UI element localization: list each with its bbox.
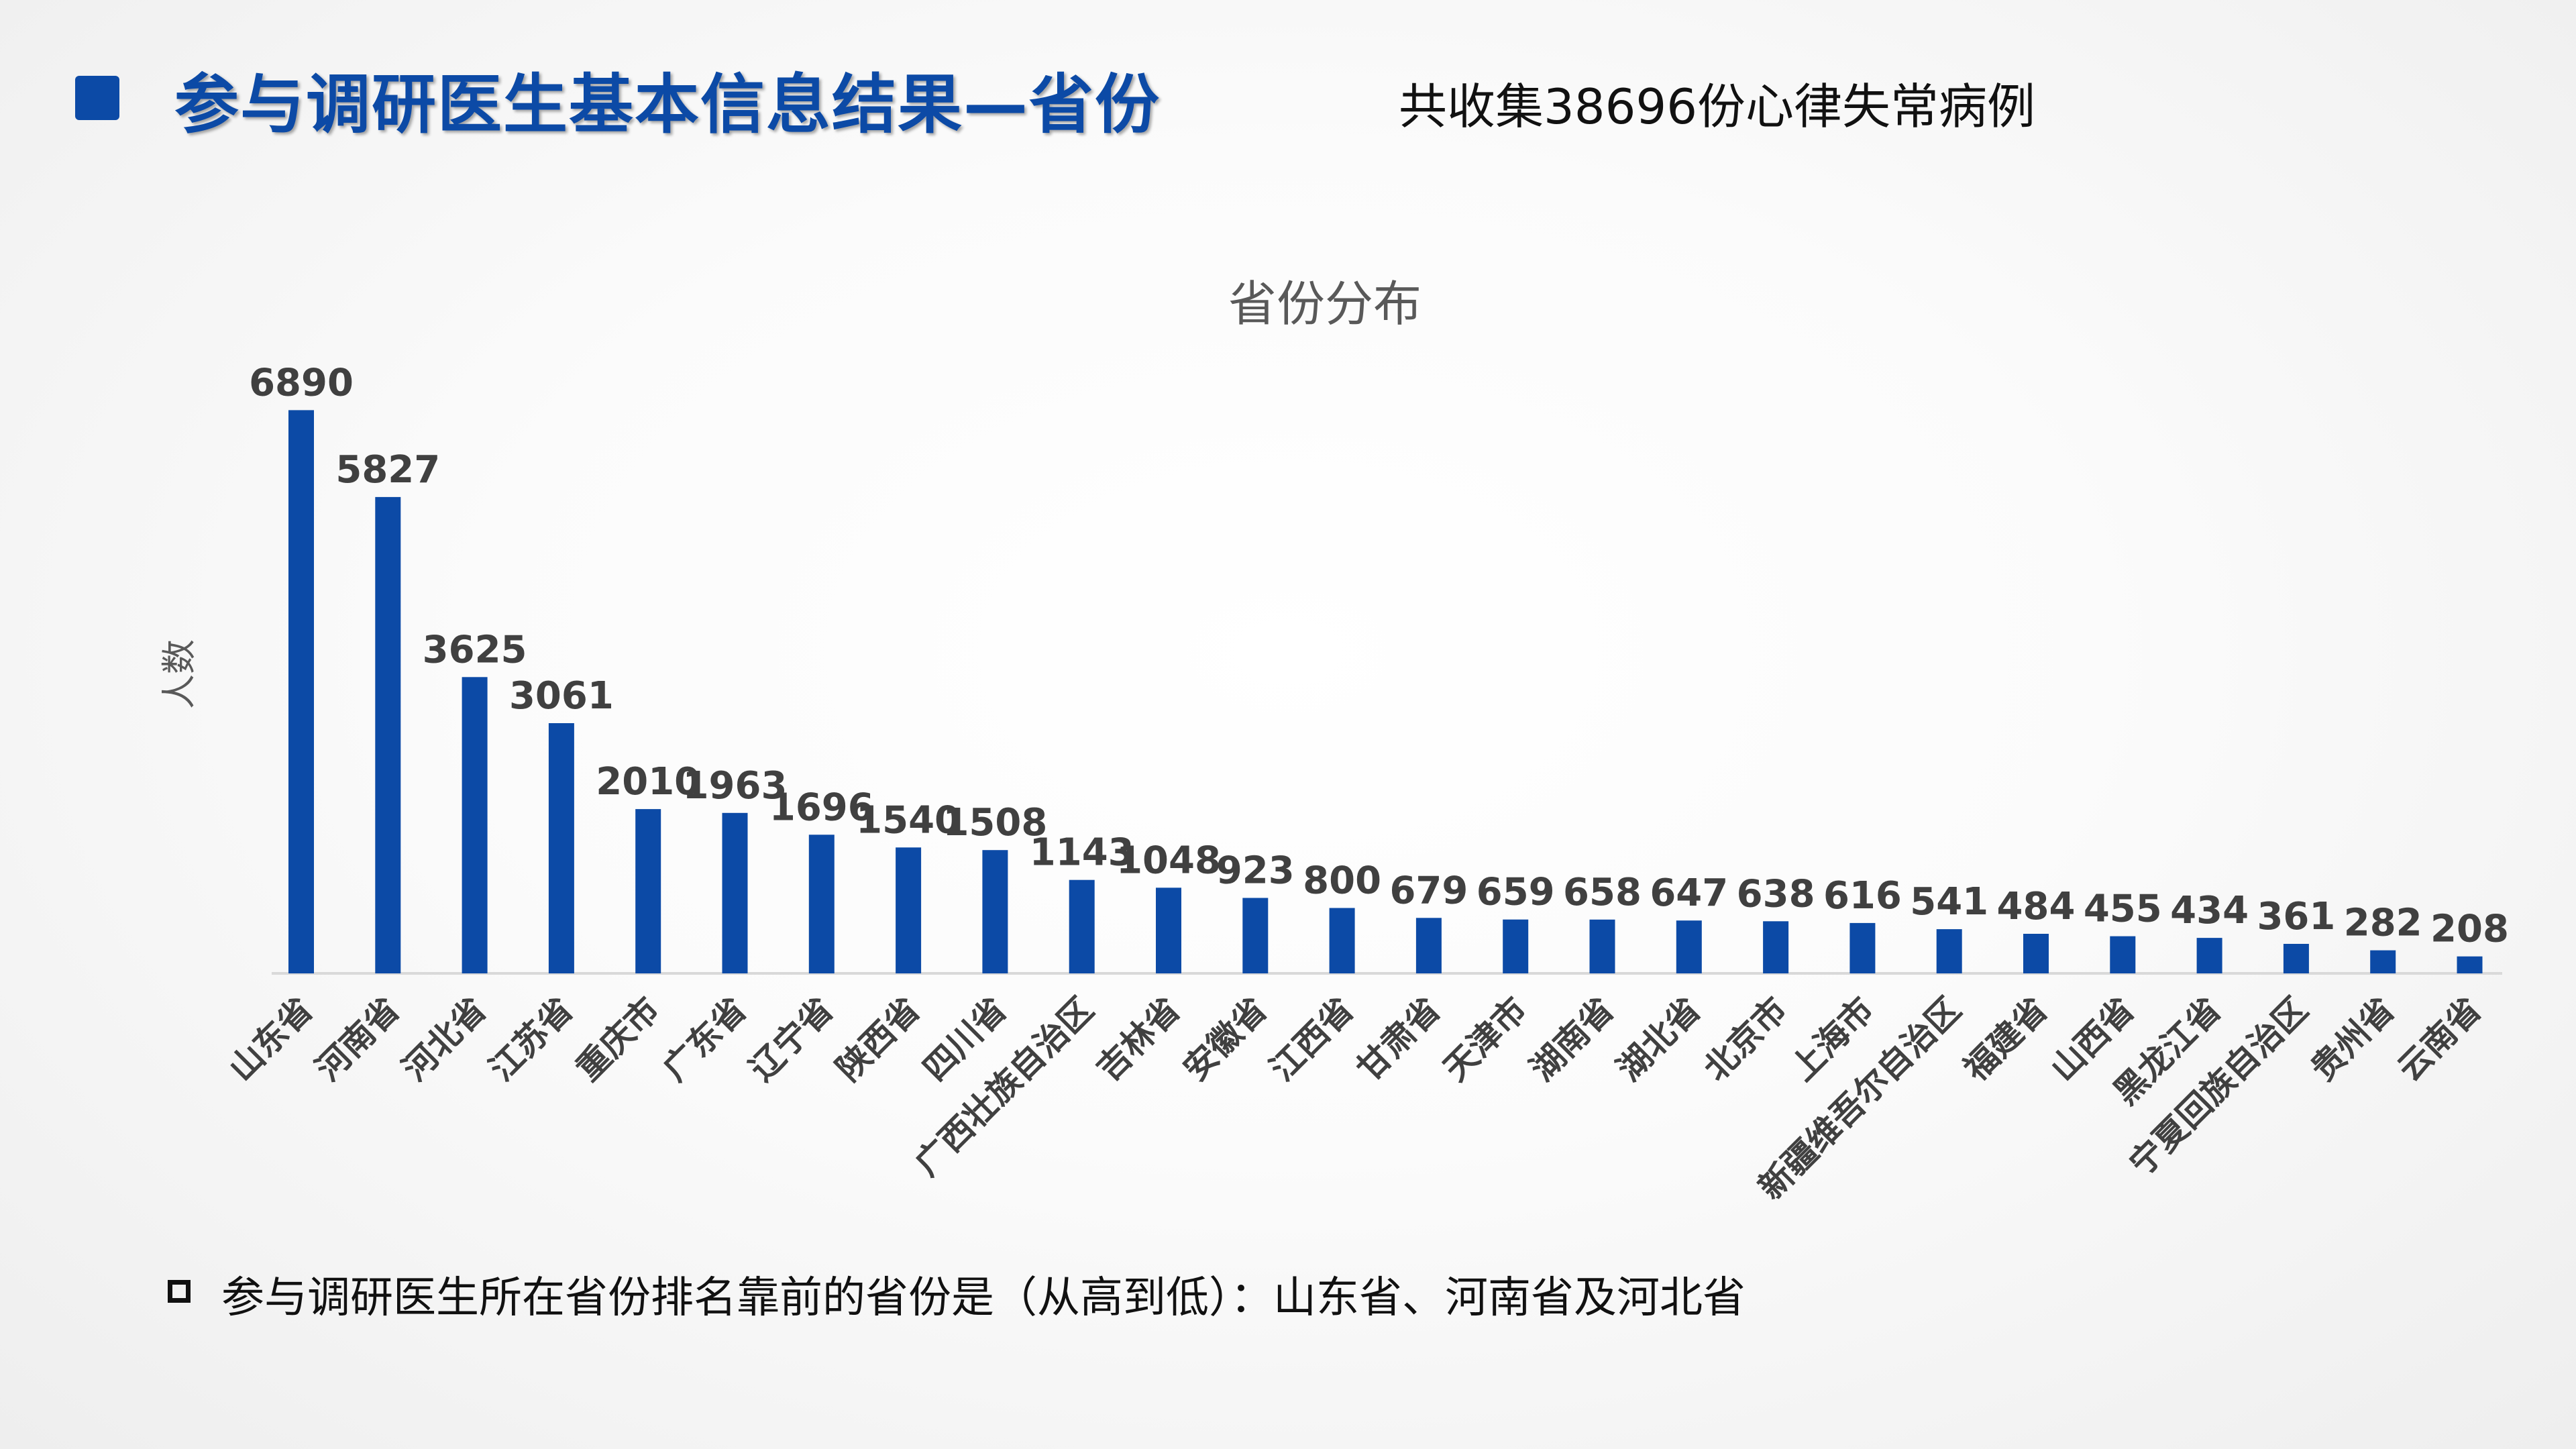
bar-value-label: 658 [1563,871,1642,914]
bar-value-label: 616 [1823,874,1902,918]
bar-value-label: 679 [1389,869,1468,912]
bar-6 [722,812,748,973]
bar-13 [1329,908,1355,973]
bar-17 [1676,920,1702,973]
bar-24 [2283,944,2309,973]
y-axis-label: 人数 [160,639,200,709]
x-tick-label: 天津市 [1436,989,1535,1088]
bar-4 [548,723,574,973]
x-tick-label: 贵州省 [2304,989,2402,1088]
bar-value-label: 541 [1910,880,1988,924]
bar-value-label: 1143 [1030,831,1134,875]
x-tick-label: 北京市 [1697,989,1795,1088]
page-title: 参与调研医生基本信息结果—省份 [174,67,1161,142]
x-tick-label: 江苏省 [482,989,580,1088]
bar-value-label: 638 [1737,872,1815,916]
bar-18 [1763,921,1789,973]
footer-bullet-square [168,1280,191,1303]
bar-3 [462,677,488,973]
bar-16 [1589,919,1615,973]
bar-26 [2457,956,2483,973]
x-tick-label: 陕西省 [829,989,928,1088]
bar-10 [1069,879,1095,973]
bar-value-label: 434 [2170,889,2249,932]
bar-value-label: 6890 [249,361,354,405]
x-tick-label: 甘肃省 [1349,989,1448,1088]
bar-12 [1242,898,1269,973]
bar-value-label: 1508 [943,801,1047,845]
bar-value-label: 923 [1216,849,1295,893]
case-count-subtitle: 共收集38696份心律失常病例 [1399,78,2036,135]
x-tick-label: 湖南省 [1523,989,1621,1088]
bar-value-label: 282 [2344,902,2422,945]
bar-8 [896,847,922,973]
bar-25 [2370,950,2396,973]
bar-value-label: 659 [1477,871,1555,914]
x-tick-label: 江西省 [1263,989,1361,1088]
bar-23 [2196,938,2222,973]
bar-2 [375,496,401,973]
bar-7 [808,835,835,973]
bar-value-label: 3061 [509,674,614,718]
bar-22 [2110,936,2136,973]
bar-value-label: 484 [1997,885,2076,928]
x-tick-label: 广东省 [655,989,754,1088]
x-tick-label: 福建省 [1956,989,2055,1089]
bar-14 [1415,918,1442,973]
x-tick-label: 吉林省 [1089,989,1187,1088]
bar-value-label: 1696 [769,786,874,829]
bar-value-label: 3625 [423,628,527,672]
x-tick-label: 辽宁省 [742,989,841,1088]
bar-value-label: 2010 [596,760,700,804]
bar-15 [1503,919,1529,973]
bar-value-label: 455 [2084,888,2162,931]
bar-11 [1156,888,1181,973]
bar-value-label: 5827 [335,448,440,492]
bar-value-label: 800 [1303,859,1381,903]
x-tick-label: 湖北省 [1609,989,1708,1088]
bar-value-label: 208 [2430,908,2509,951]
x-tick-label: 山东省 [221,989,320,1088]
bar-value-label: 647 [1650,871,1728,915]
x-tick-label: 云南省 [2390,989,2489,1088]
bar-value-label: 361 [2257,895,2335,938]
chart-title: 省份分布 [1228,276,1421,332]
x-tick-label: 河北省 [395,989,494,1088]
bar-value-label: 1540 [856,798,961,842]
x-tick-label: 安徽省 [1176,989,1275,1088]
x-tick-label: 重庆市 [569,989,667,1088]
bar-9 [982,850,1008,973]
bar-20 [1936,929,1962,973]
x-tick-label: 河南省 [309,989,407,1088]
bar-5 [635,809,661,973]
footer-note: 参与调研医生所在省份排名靠前的省份是（从高到低）：山东省、河南省及河北省 [221,1273,1746,1323]
title-bullet-square [75,76,119,120]
bar-19 [1849,922,1876,973]
bar-value-label: 1048 [1116,839,1221,882]
bar-value-label: 1963 [683,764,788,808]
bar-21 [2023,934,2049,973]
bar-1 [288,410,314,973]
